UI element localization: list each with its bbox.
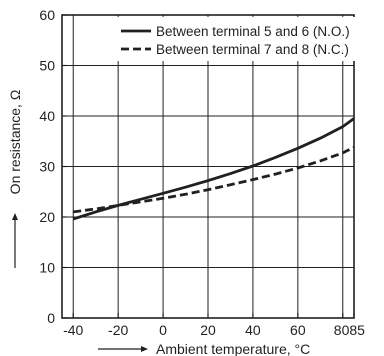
- ticks: 0 10 20 30 40 50 60 -40 -20 0 20 40 60 8085: [39, 7, 365, 338]
- x-tick-label-1: -20: [108, 322, 128, 338]
- legend-label-0: Between terminal 5 and 6 (N.O.): [156, 24, 350, 39]
- x-axis-label-group: Ambient temperature, °C: [98, 341, 310, 356]
- y-tick-label-6: 60: [39, 7, 55, 23]
- y-tick-label-3: 30: [39, 159, 55, 175]
- y-axis-arrow-head: [12, 213, 18, 220]
- x-tick-label-6: 8085: [334, 322, 365, 338]
- x-tick-label-3: 20: [200, 322, 216, 338]
- series-layer: [72, 117, 355, 221]
- x-tick-label-2: 0: [159, 322, 167, 338]
- y-tick-label-4: 40: [39, 108, 55, 124]
- y-axis-label-group: On resistance, Ω: [7, 90, 23, 268]
- y-tick-label-0: 0: [47, 310, 55, 326]
- x-axis-arrow-head: [141, 346, 148, 352]
- legend-box: [116, 17, 384, 61]
- legend: Between terminal 5 and 6 (N.O.) Between t…: [121, 24, 350, 57]
- legend-label-1: Between terminal 7 and 8 (N.C.): [156, 42, 349, 57]
- series-line-0: [72, 117, 355, 221]
- y-axis-label: On resistance, Ω: [7, 90, 23, 195]
- x-tick-label-5: 60: [290, 322, 306, 338]
- y-tick-label-2: 20: [39, 209, 55, 225]
- series-line-1: [73, 146, 355, 214]
- x-tick-label-0: -40: [63, 322, 83, 338]
- x-tick-label-4: 40: [245, 322, 261, 338]
- y-tick-label-5: 50: [39, 58, 55, 74]
- x-axis-label: Ambient temperature, °C: [156, 341, 310, 356]
- y-tick-label-1: 10: [39, 260, 55, 276]
